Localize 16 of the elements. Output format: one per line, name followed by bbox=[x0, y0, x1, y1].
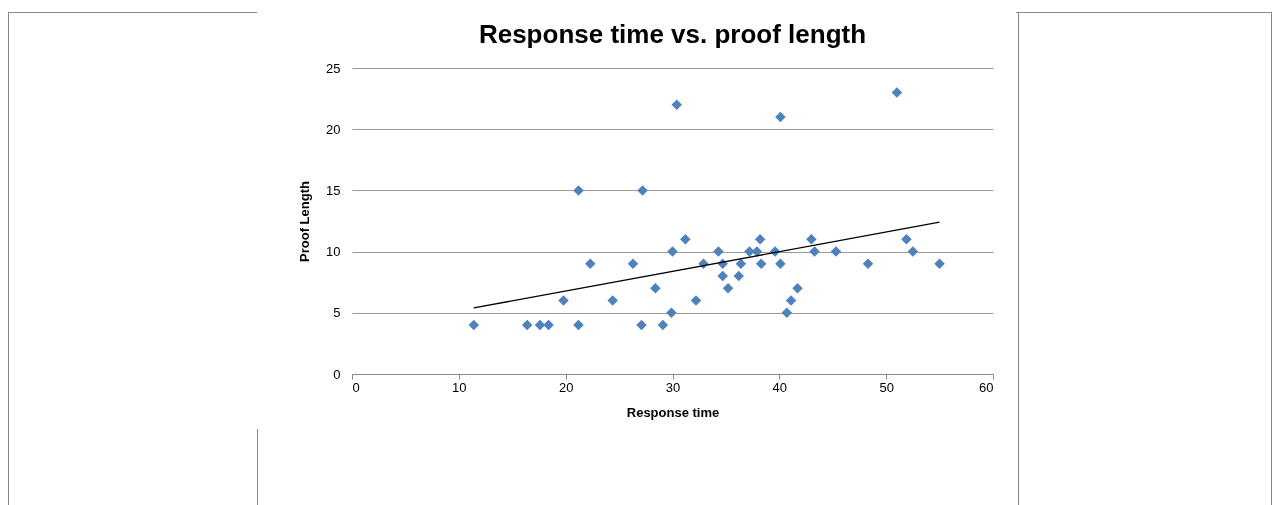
chart-title: Response time vs. proof length bbox=[478, 19, 867, 49]
y-tick-label: 0 bbox=[333, 366, 341, 382]
x-tick-label: 10 bbox=[452, 379, 467, 395]
x-tick-label: 60 bbox=[979, 379, 994, 395]
x-tick-label: 20 bbox=[558, 379, 574, 395]
y-tick-label: 15 bbox=[326, 182, 341, 198]
x-tick-label: 50 bbox=[879, 379, 894, 395]
y-tick-label: 5 bbox=[333, 305, 341, 321]
x-tick-label: 0 bbox=[352, 379, 360, 395]
y-tick-label: 20 bbox=[326, 121, 341, 137]
x-tick-label: 40 bbox=[772, 379, 788, 395]
x-axis-title: Response time bbox=[626, 404, 720, 420]
y-axis-title: Proof Length bbox=[297, 181, 313, 262]
y-tick-label: 25 bbox=[326, 60, 341, 76]
y-tick-label: 10 bbox=[326, 244, 341, 260]
x-tick-label: 30 bbox=[665, 379, 681, 395]
